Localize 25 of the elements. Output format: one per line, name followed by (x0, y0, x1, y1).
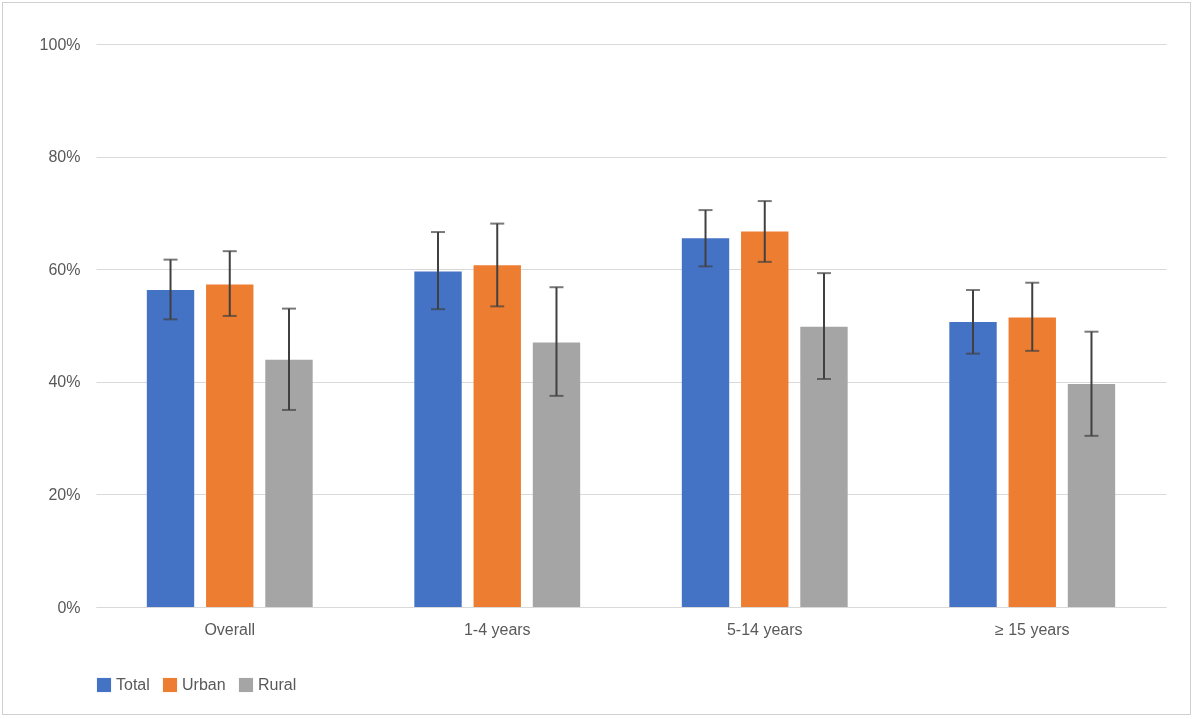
bar (1067, 384, 1116, 607)
bar (532, 342, 581, 607)
x-tick-label: ≥ 15 years (994, 620, 1070, 638)
legend-label: Total (116, 676, 150, 693)
bar (800, 326, 848, 607)
y-tick-label: 0% (57, 598, 81, 616)
bar (681, 238, 730, 607)
y-tick-label: 80% (48, 148, 81, 166)
y-tick-label: 40% (48, 373, 81, 391)
x-tick-label: 5-14 years (726, 620, 803, 638)
y-tick-label: 100% (39, 35, 81, 53)
bar (146, 290, 195, 607)
bar (265, 359, 313, 607)
bar (949, 322, 997, 607)
x-tick-label: 1-4 years (463, 620, 531, 638)
bar (1008, 317, 1056, 607)
legend-label: Urban (182, 676, 226, 693)
bar (473, 265, 521, 607)
bar (741, 231, 789, 607)
legend-label: Rural (258, 676, 297, 693)
y-tick-label: 20% (48, 485, 81, 503)
bar (414, 271, 462, 607)
y-tick-label: 60% (48, 260, 81, 278)
x-tick-label: Overall (204, 620, 256, 638)
bar (206, 284, 254, 607)
